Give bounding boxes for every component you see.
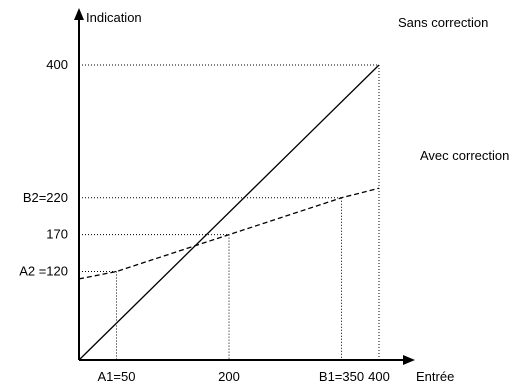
- guide-lines: [79, 64, 380, 360]
- y-axis-arrow-icon: [74, 8, 84, 20]
- x-tick-label: B1=350: [319, 369, 364, 384]
- series-label-avec-correction: Avec correction: [420, 148, 509, 163]
- series-lines: [78, 64, 380, 361]
- y-tick-label: 170: [46, 227, 68, 242]
- tick-labels: A1=50 200 B1=350 400 A2 =120 170 B2=220 400: [19, 57, 390, 384]
- y-axis-title: Indication: [86, 10, 142, 25]
- axes: [74, 8, 415, 365]
- x-axis-arrow-icon: [403, 355, 415, 365]
- series-line-1: [78, 187, 380, 280]
- x-tick-label: A1=50: [98, 369, 136, 384]
- series-label-sans-correction: Sans correction: [398, 15, 488, 30]
- x-tick-label: 200: [218, 369, 240, 384]
- y-tick-label: 400: [46, 57, 68, 72]
- y-tick-label: A2 =120: [19, 264, 68, 279]
- y-tick-label: B2=220: [23, 190, 68, 205]
- x-tick-label: 400: [368, 369, 390, 384]
- x-axis-title: Entrée: [416, 369, 454, 384]
- series-line-0: [78, 64, 380, 361]
